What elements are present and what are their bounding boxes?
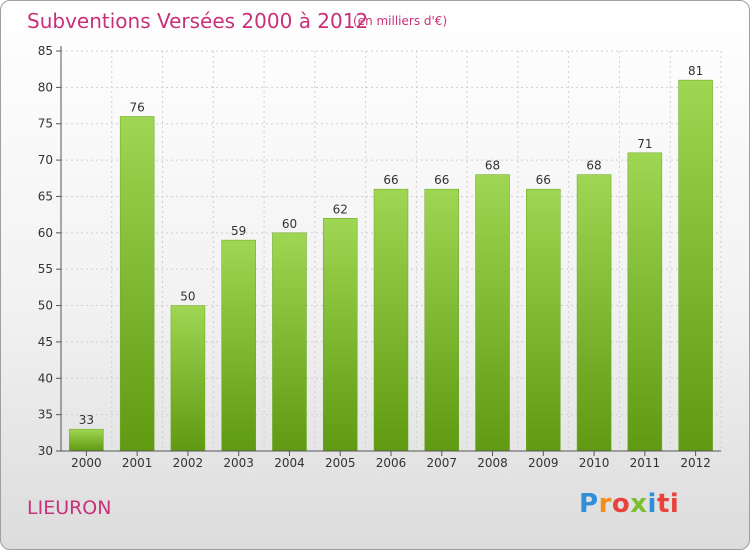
x-tick-label: 2012 bbox=[680, 456, 711, 470]
bar bbox=[678, 79, 713, 452]
y-tick-label: 50 bbox=[38, 299, 53, 313]
bar-value-label: 71 bbox=[637, 137, 652, 151]
bars: 33 76 50 59 60 62 66 66 68 66 68 71 81 bbox=[69, 64, 713, 452]
bar bbox=[119, 116, 155, 452]
bar bbox=[424, 188, 460, 452]
proxiti-logo: Proxiti bbox=[579, 489, 680, 519]
bar-value-label: 33 bbox=[79, 413, 94, 427]
y-tick-label: 35 bbox=[38, 408, 53, 422]
bar bbox=[576, 174, 612, 452]
y-tick-label: 65 bbox=[38, 189, 53, 203]
x-tick-label: 2006 bbox=[376, 456, 407, 470]
bar-value-label: 76 bbox=[130, 100, 145, 114]
x-tick-label: 2008 bbox=[477, 456, 508, 470]
commune-name: LIEURON bbox=[27, 497, 112, 519]
x-tick-label: 2001 bbox=[122, 456, 153, 470]
y-tick-label: 40 bbox=[38, 371, 53, 385]
y-tick-label: 60 bbox=[38, 226, 53, 240]
bar-value-label: 62 bbox=[333, 202, 348, 216]
axes: 30 35 40 45 50 55 60 65 70 75 80 85 2000 2001 2002 2003… bbox=[38, 44, 721, 470]
y-tick-label: 70 bbox=[38, 153, 53, 167]
bar-value-label: 66 bbox=[383, 173, 398, 187]
chart-subtitle: (en milliers d'€) bbox=[353, 14, 448, 28]
y-tick-label: 55 bbox=[38, 262, 53, 276]
bar bbox=[69, 428, 104, 452]
x-tick-label: 2005 bbox=[325, 456, 356, 470]
chart-title: Subventions Versées 2000 à 2012 bbox=[27, 9, 369, 33]
x-tick-label: 2000 bbox=[71, 456, 102, 470]
y-tick-label: 30 bbox=[38, 444, 53, 458]
y-tick-label: 85 bbox=[38, 44, 53, 58]
bar bbox=[526, 188, 561, 452]
bar bbox=[322, 218, 358, 452]
bar bbox=[475, 174, 510, 452]
x-tick-label: 2007 bbox=[426, 456, 457, 470]
bar-value-label: 66 bbox=[434, 173, 449, 187]
bar-value-label: 59 bbox=[231, 224, 246, 238]
bar bbox=[627, 152, 663, 452]
x-tick-label: 2004 bbox=[274, 456, 305, 470]
bar bbox=[221, 239, 256, 452]
y-tick-label: 80 bbox=[38, 80, 53, 94]
bar bbox=[272, 232, 307, 452]
x-tick-label: 2010 bbox=[579, 456, 610, 470]
bar-value-label: 68 bbox=[586, 159, 601, 173]
y-tick-label: 75 bbox=[38, 117, 53, 131]
x-tick-label: 2002 bbox=[173, 456, 204, 470]
x-tick-label: 2009 bbox=[528, 456, 559, 470]
bar bbox=[170, 305, 206, 452]
bar-value-label: 50 bbox=[180, 290, 195, 304]
x-tick-label: 2011 bbox=[630, 456, 661, 470]
x-tick-label: 2003 bbox=[223, 456, 254, 470]
bar-value-label: 66 bbox=[536, 173, 551, 187]
bar-value-label: 60 bbox=[282, 217, 297, 231]
bar bbox=[373, 188, 409, 452]
y-tick-label: 45 bbox=[38, 335, 53, 349]
bar-value-label: 68 bbox=[485, 159, 500, 173]
bar-value-label: 81 bbox=[688, 64, 703, 78]
